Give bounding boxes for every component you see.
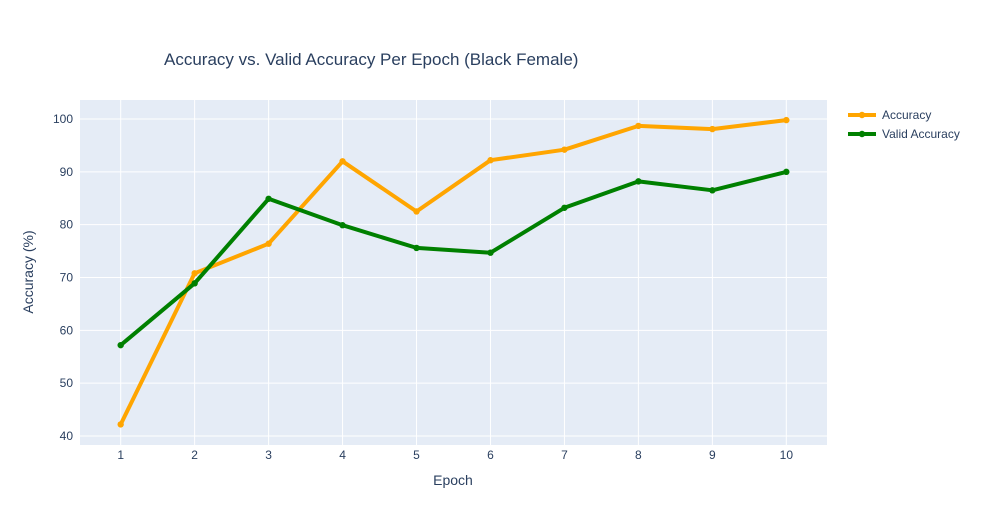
y-tick-label: 100 [53,112,73,126]
data-point-valid-accuracy[interactable] [265,195,272,202]
data-point-accuracy[interactable] [265,240,272,247]
data-point-accuracy[interactable] [191,270,198,277]
series-line-valid-accuracy [118,169,789,348]
x-tick-label: 5 [413,448,420,462]
data-point-valid-accuracy[interactable] [561,204,568,211]
data-point-valid-accuracy[interactable] [783,168,790,176]
legend[interactable]: Accuracy Valid Accuracy [848,108,960,141]
x-axis-title: Epoch [433,472,473,488]
legend-label: Valid Accuracy [882,127,960,141]
y-axis-ticks: 40 50 60 70 80 90 100 [53,112,73,443]
legend-swatch-marker [858,111,866,119]
data-point-valid-accuracy[interactable] [117,341,124,349]
data-point-valid-accuracy[interactable] [487,249,494,256]
legend-item-valid-accuracy[interactable]: Valid Accuracy [848,127,960,141]
x-tick-label: 10 [780,448,794,462]
y-tick-label: 90 [60,165,74,179]
y-tick-label: 70 [60,271,74,285]
x-tick-label: 2 [191,448,198,462]
data-point-accuracy[interactable] [561,146,568,153]
y-tick-label: 50 [60,376,74,390]
x-axis-ticks: 1 2 3 4 5 6 7 8 9 10 [117,448,793,462]
legend-swatch-marker [858,130,866,138]
series-valid-accuracy [117,168,790,349]
data-point-valid-accuracy[interactable] [635,178,642,185]
x-tick-label: 6 [487,448,494,462]
data-point-accuracy[interactable] [339,158,346,165]
series-line-accuracy [118,118,789,427]
data-point-accuracy[interactable] [783,116,790,124]
y-axis-title: Accuracy (%) [20,230,36,313]
data-point-valid-accuracy[interactable] [709,187,716,194]
x-tick-label: 7 [561,448,568,462]
data-point-accuracy[interactable] [413,208,420,215]
data-point-accuracy[interactable] [487,157,494,164]
grid-lines [80,100,827,445]
x-tick-label: 3 [265,448,272,462]
legend-item-accuracy[interactable]: Accuracy [848,108,931,122]
data-point-accuracy[interactable] [117,421,124,428]
data-point-valid-accuracy[interactable] [191,280,198,287]
series-group [117,116,790,428]
y-tick-label: 60 [60,323,74,337]
data-point-accuracy[interactable] [635,122,642,130]
y-tick-label: 40 [60,429,74,443]
data-point-valid-accuracy[interactable] [413,244,420,252]
legend-label: Accuracy [882,108,931,122]
x-tick-label: 8 [635,448,642,462]
data-point-valid-accuracy[interactable] [339,222,346,229]
series-accuracy [117,116,790,428]
x-tick-label: 4 [339,448,346,462]
data-point-accuracy[interactable] [709,125,716,133]
y-tick-label: 80 [60,218,74,232]
chart-title: Accuracy vs. Valid Accuracy Per Epoch (B… [164,50,578,69]
x-tick-label: 9 [709,448,716,462]
x-tick-label: 1 [117,448,124,462]
